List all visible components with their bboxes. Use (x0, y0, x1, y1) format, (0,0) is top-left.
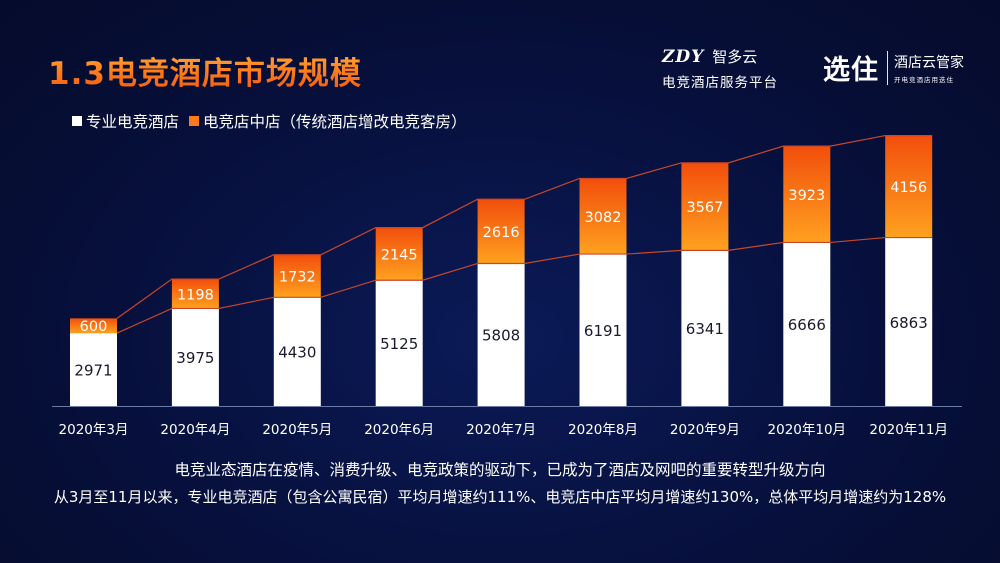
bar-pro (783, 242, 831, 406)
x-tick-label: 2020年6月 (364, 422, 434, 438)
x-tick-label: 2020年11月 (869, 422, 948, 438)
bar-mid (70, 318, 117, 334)
bar-mid (681, 162, 729, 251)
legend-label-mid: 电竞店中店（传统酒店增改电竞客房） (203, 113, 467, 131)
bar-pro (171, 308, 219, 406)
data-label-mid: 3923 (788, 188, 825, 204)
zdy-logo: ZDY (662, 46, 705, 67)
bar-mid (273, 254, 321, 298)
x-tick-label: 2020年4月 (160, 422, 230, 438)
zdy-brand: ZDY 智多云 电竞酒店服务平台 (662, 46, 802, 92)
data-label-pro: 6341 (686, 320, 724, 338)
bar-mid (783, 146, 831, 243)
data-label-pro: 6666 (788, 316, 826, 334)
legend-item-mid: 电竞店中店（传统酒店增改电竞客房） (189, 110, 467, 132)
data-label-mid: 600 (80, 319, 108, 335)
bar-mid (171, 279, 219, 309)
data-label-mid: 3082 (585, 210, 622, 226)
x-tick-label: 2020年9月 (670, 422, 740, 438)
bar-mid (477, 199, 525, 264)
bar-mid (375, 227, 423, 281)
chart-legend: 专业电竞酒店 电竞店中店（传统酒店增改电竞客房） (72, 110, 477, 132)
bar-pro (477, 263, 525, 406)
bar-mid (885, 135, 933, 238)
data-label-pro: 6863 (890, 314, 928, 332)
zdy-name: 智多云 (712, 48, 758, 66)
zdy-subtitle: 电竞酒店服务平台 (662, 75, 778, 91)
legend-item-pro: 专业电竞酒店 (72, 110, 179, 132)
data-label-mid: 3567 (686, 200, 723, 216)
data-label-pro: 5808 (482, 327, 520, 345)
bar-pro (579, 254, 627, 406)
data-label-pro: 2971 (74, 362, 112, 380)
page-title: 1.3电竞酒店市场规模 (48, 48, 362, 93)
data-label-mid: 4156 (890, 180, 927, 196)
xuanzhu-name: 酒店云管家 (894, 54, 964, 71)
data-label-mid: 2145 (381, 247, 418, 263)
bar-pro (885, 237, 933, 406)
bar-pro (375, 280, 423, 406)
xuanzhu-tagline: 开电竞酒店用迭住 (894, 75, 954, 84)
data-label-mid: 1732 (279, 270, 316, 286)
legend-swatch-mid (189, 116, 200, 126)
bar-pro (681, 250, 729, 406)
bar-pro (70, 333, 117, 406)
bar-mid (579, 178, 627, 255)
data-label-pro: 6191 (584, 322, 622, 340)
data-label-mid: 2616 (483, 225, 520, 241)
legend-swatch-pro (72, 116, 82, 126)
bar-pro (273, 297, 321, 406)
x-tick-label: 2020年7月 (466, 422, 536, 438)
caption-line-1: 电竞业态酒店在疫情、消费升级、电竞政策的驱动下，已成为了酒店及网吧的重要转型升级… (174, 461, 826, 479)
data-label-mid: 1198 (177, 287, 214, 303)
xuanzhu-logo: 选住 (823, 55, 879, 86)
x-tick-label: 2020年3月 (59, 422, 129, 438)
legend-label-pro: 专业电竞酒店 (86, 113, 180, 131)
trend-line-pro (116, 236, 933, 334)
data-label-pro: 4430 (278, 344, 316, 362)
trend-line-total (116, 134, 933, 319)
xuanzhu-brand: 选住 酒店云管家 开电竞酒店用迭住 (823, 48, 964, 87)
brand-divider (887, 50, 888, 85)
data-label-pro: 3975 (176, 349, 214, 367)
data-label-pro: 5125 (380, 335, 418, 353)
caption-line-2: 从3月至11月以来，专业电竞酒店（包含公寓民宿）平均月增速约111%、电竞店中店… (53, 488, 947, 506)
x-tick-label: 2020年10月 (768, 422, 847, 438)
x-tick-label: 2020年5月 (262, 422, 332, 438)
x-tick-label: 2020年8月 (568, 422, 638, 438)
